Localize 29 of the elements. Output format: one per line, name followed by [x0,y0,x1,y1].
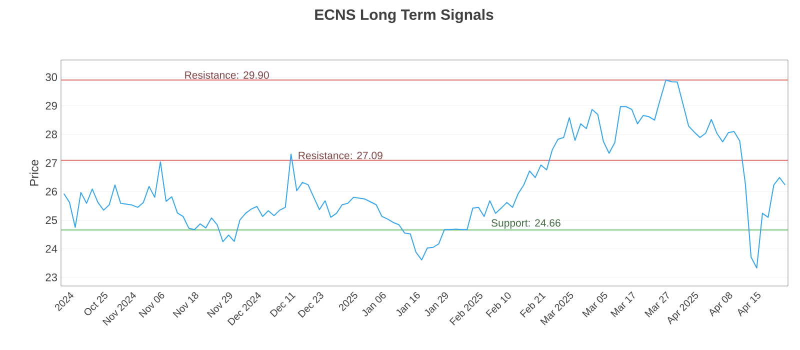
x-tick-label: Apr 08 [710,292,732,317]
y-tick-label: 30 [46,73,58,82]
y-tick-label: 27 [46,159,57,167]
y-tick-label: 25 [46,216,58,224]
y-tick-label: 26 [46,188,57,196]
x-tick-label: Nov 18 [172,292,198,318]
y-axis-title: Price [30,160,38,186]
x-tick-label: Oct 25 [84,292,108,316]
x-tick-label: Dec 11 [270,292,296,318]
y-tick-label: 29 [46,102,57,110]
x-tick-label: Nov 29 [206,292,232,318]
y-tick-label: 23 [46,274,57,282]
x-tick-label: Jan 06 [362,292,386,316]
x-tick-label: Mar 27 [644,291,669,318]
line-series [63,80,786,268]
ref-line-label: Resistance: 27.09 [298,151,382,160]
y-tick-label: 28 [46,130,57,138]
y-tick-label: 24 [46,244,58,253]
ref-line-label: Resistance: 29.90 [185,71,269,79]
x-tick-label: Mar 05 [582,292,608,318]
x-tick-label: Mar 17 [610,291,635,318]
x-tick-label: Jan 29 [424,292,448,316]
x-tick-label: Dec 23 [298,292,324,318]
chart-title: ECNS Long Term Signals [315,8,494,24]
x-tick-label: Jan 16 [396,292,420,316]
ref-line-label: Support: 24.66 [491,219,560,229]
x-tick-label: Apr 15 [738,292,760,317]
x-tick-label: Nov 06 [138,292,164,318]
x-tick-label: Feb 10 [486,292,511,318]
